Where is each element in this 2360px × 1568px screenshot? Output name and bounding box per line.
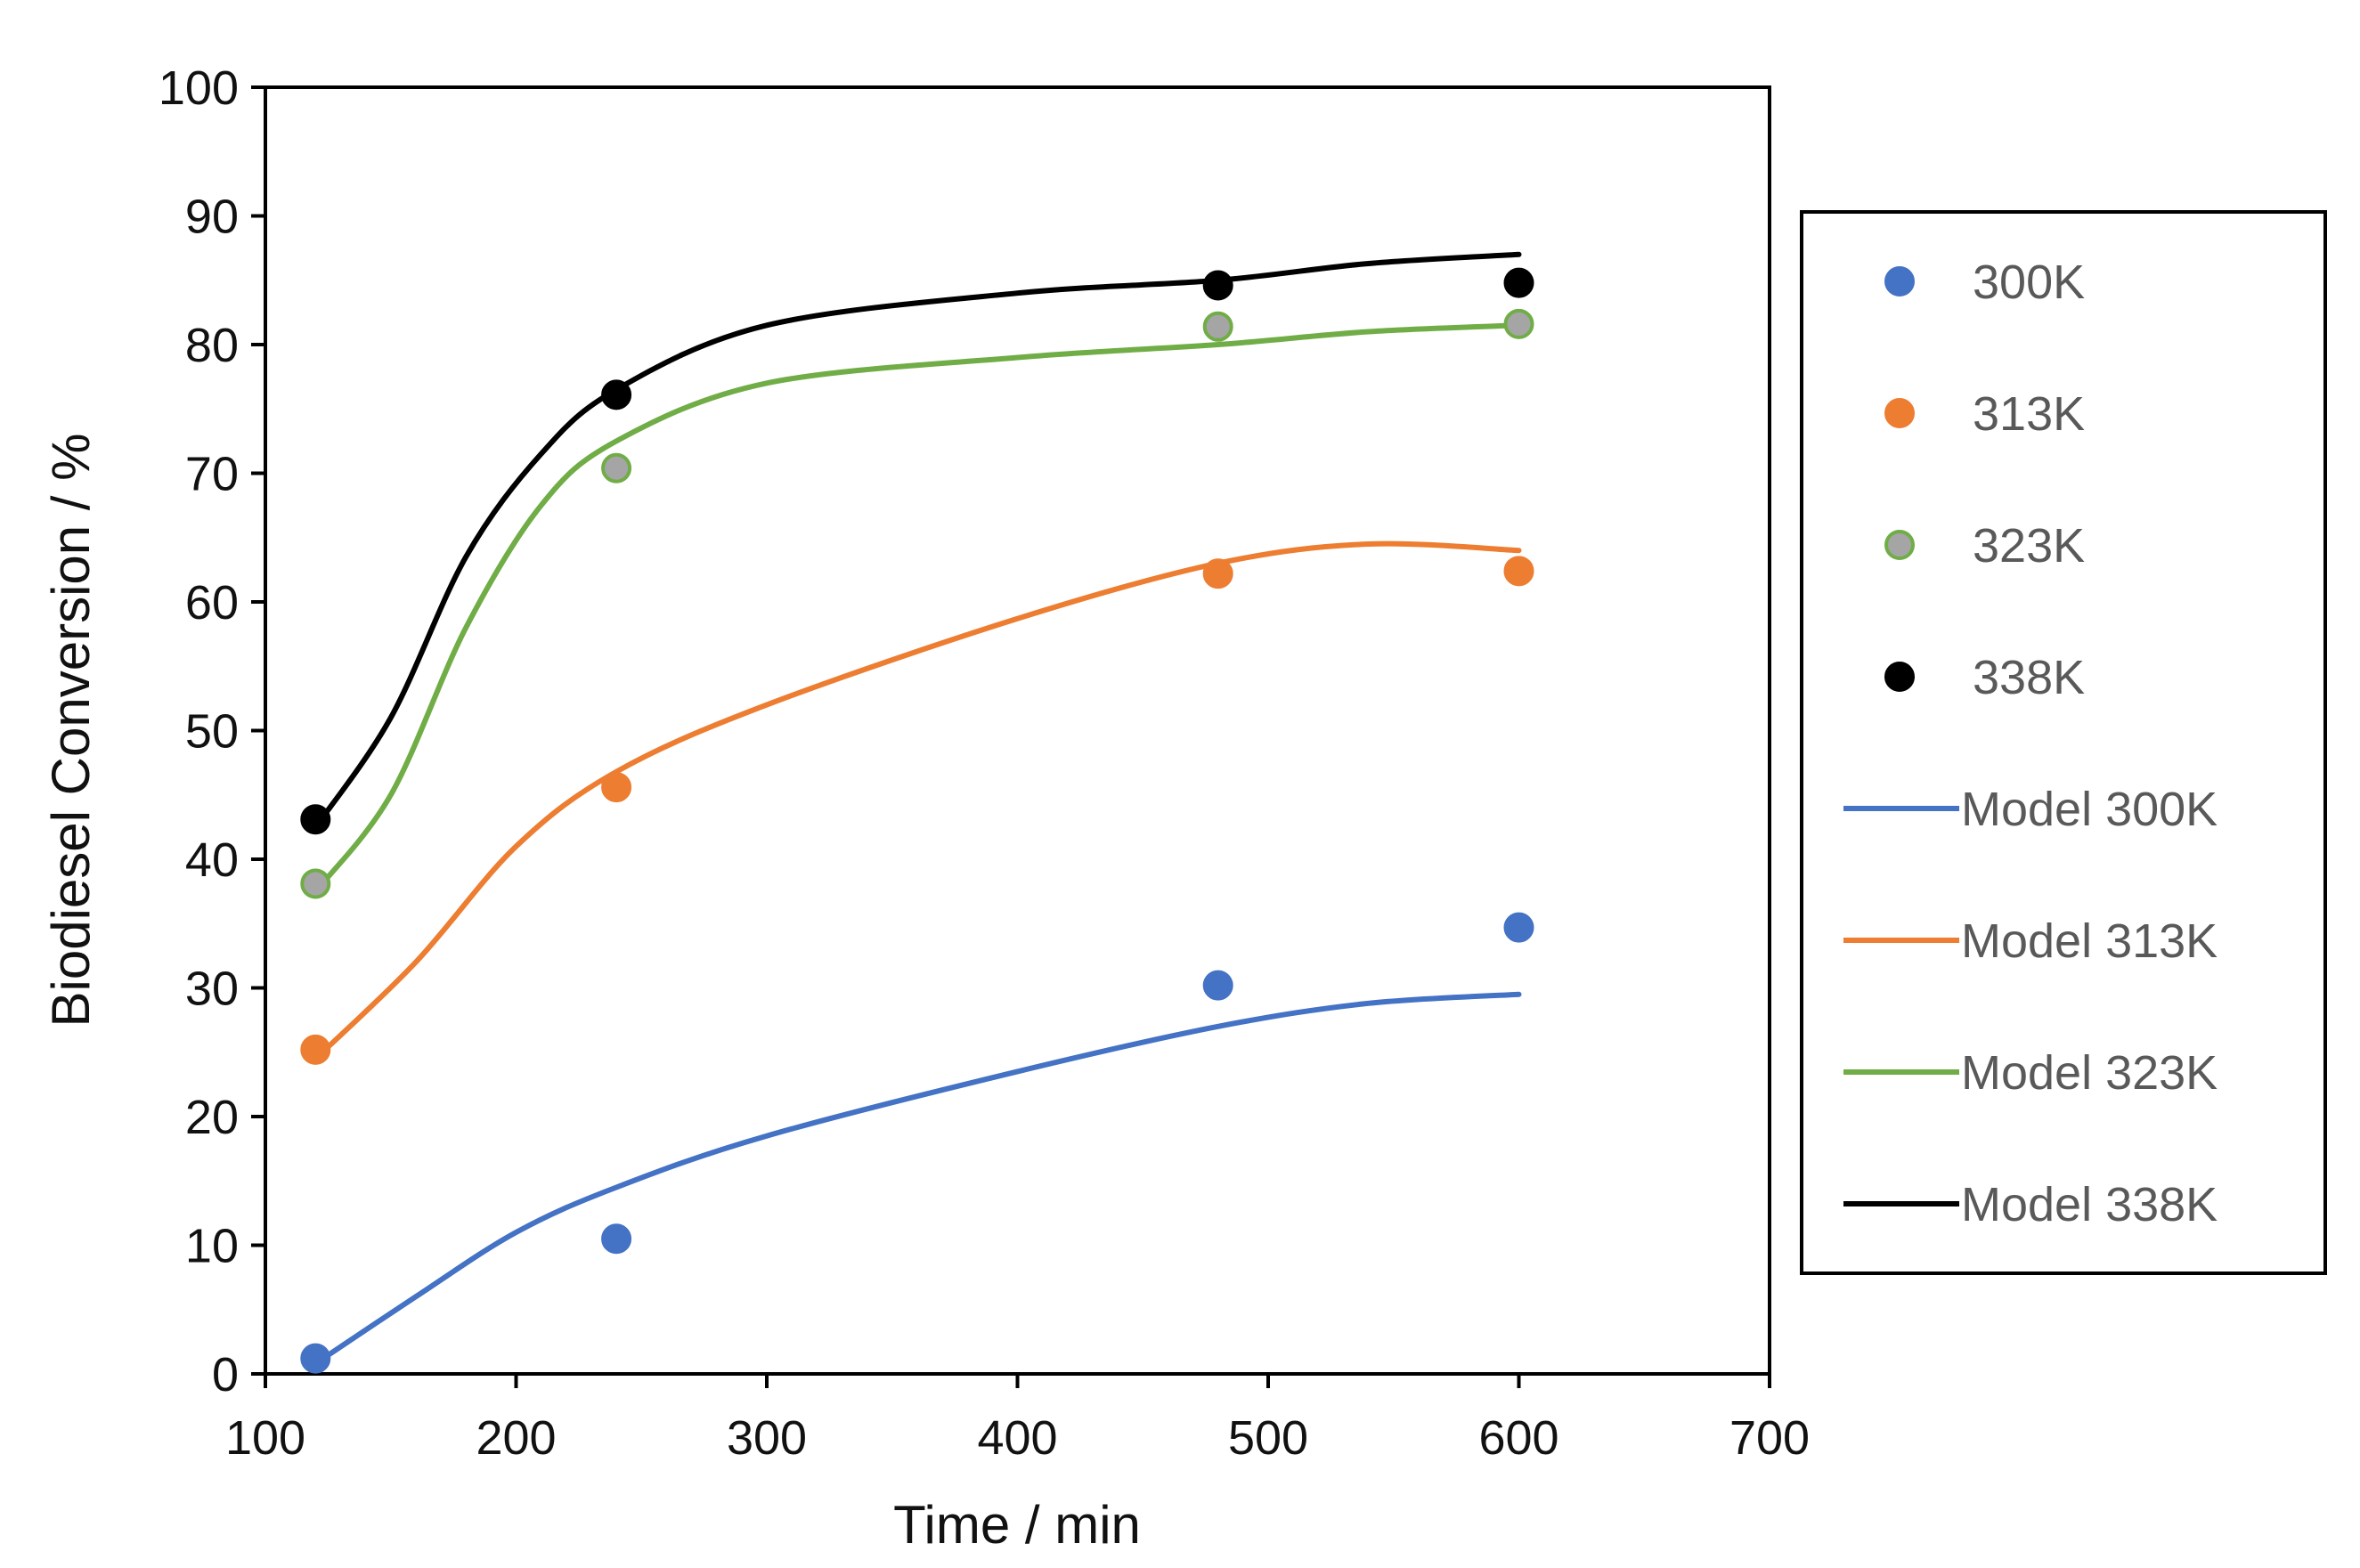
series-line-model-323k — [313, 322, 1522, 895]
series-line-model-338k — [313, 251, 1522, 830]
legend-label: 338K — [1973, 651, 2085, 704]
series-line-model-300k — [313, 991, 1522, 1367]
y-axis: 0 10 20 30 40 50 60 70 80 90 100 — [159, 61, 265, 1401]
legend: 300K 313K 323K 338K Model 300K Model 313K Mode… — [1800, 210, 2327, 1275]
data-point-338k — [601, 379, 632, 410]
plot-area — [264, 85, 1771, 1376]
y-tick-label: 0 — [212, 1348, 239, 1401]
y-axis-title: Biodiesel Conversion / % — [41, 433, 101, 1027]
data-point-313k — [1202, 558, 1233, 589]
legend-marker — [1884, 398, 1915, 428]
x-tick-label: 100 — [225, 1411, 305, 1465]
x-tick-label: 300 — [727, 1411, 807, 1465]
data-point-338k — [1503, 267, 1534, 298]
legend-label: Model 300K — [1961, 783, 2218, 836]
data-point-313k — [300, 1034, 331, 1065]
series-line-model-313k — [313, 540, 1522, 1061]
data-point-300k — [300, 1343, 331, 1374]
legend-marker — [1884, 662, 1915, 692]
x-tick-label: 400 — [977, 1411, 1057, 1465]
y-tick-label: 100 — [159, 61, 239, 115]
legend-label: 313K — [1973, 387, 2085, 441]
data-point-313k — [1503, 556, 1534, 587]
data-point-300k — [601, 1223, 632, 1255]
data-point-323k — [601, 452, 632, 483]
data-point-338k — [1202, 270, 1233, 301]
legend-marker — [1884, 530, 1915, 560]
x-tick-label: 200 — [476, 1411, 556, 1465]
legend-label: Model 313K — [1961, 914, 2218, 968]
y-tick-label: 80 — [185, 319, 239, 372]
legend-box — [1800, 210, 2327, 1275]
x-axis: 100 200 300 400 500 600 700 — [225, 1374, 1810, 1465]
data-point-338k — [300, 804, 331, 835]
y-tick-label: 20 — [185, 1091, 239, 1144]
x-axis-title: Time / min — [893, 1495, 1141, 1555]
legend-label: 323K — [1973, 519, 2085, 573]
x-tick-label: 600 — [1478, 1411, 1558, 1465]
model-lines — [313, 251, 1522, 1367]
legend-marker — [1884, 266, 1915, 297]
data-point-300k — [1503, 912, 1534, 943]
data-point-323k — [300, 868, 331, 899]
data-markers — [300, 267, 1534, 1374]
legend-label: Model 323K — [1961, 1046, 2218, 1100]
y-tick-label: 10 — [185, 1220, 239, 1273]
y-tick-label: 70 — [185, 448, 239, 501]
y-tick-label: 50 — [185, 705, 239, 759]
x-tick-label: 500 — [1228, 1411, 1308, 1465]
data-point-323k — [1503, 308, 1534, 339]
data-point-323k — [1202, 311, 1233, 342]
data-point-313k — [601, 772, 632, 803]
data-point-300k — [1202, 970, 1233, 1001]
legend-label: 300K — [1973, 256, 2085, 309]
y-tick-label: 60 — [185, 576, 239, 630]
y-tick-label: 30 — [185, 963, 239, 1016]
y-tick-label: 90 — [185, 191, 239, 244]
x-tick-label: 700 — [1729, 1411, 1810, 1465]
y-tick-label: 40 — [185, 833, 239, 887]
legend-label: Model 338K — [1961, 1178, 2218, 1231]
